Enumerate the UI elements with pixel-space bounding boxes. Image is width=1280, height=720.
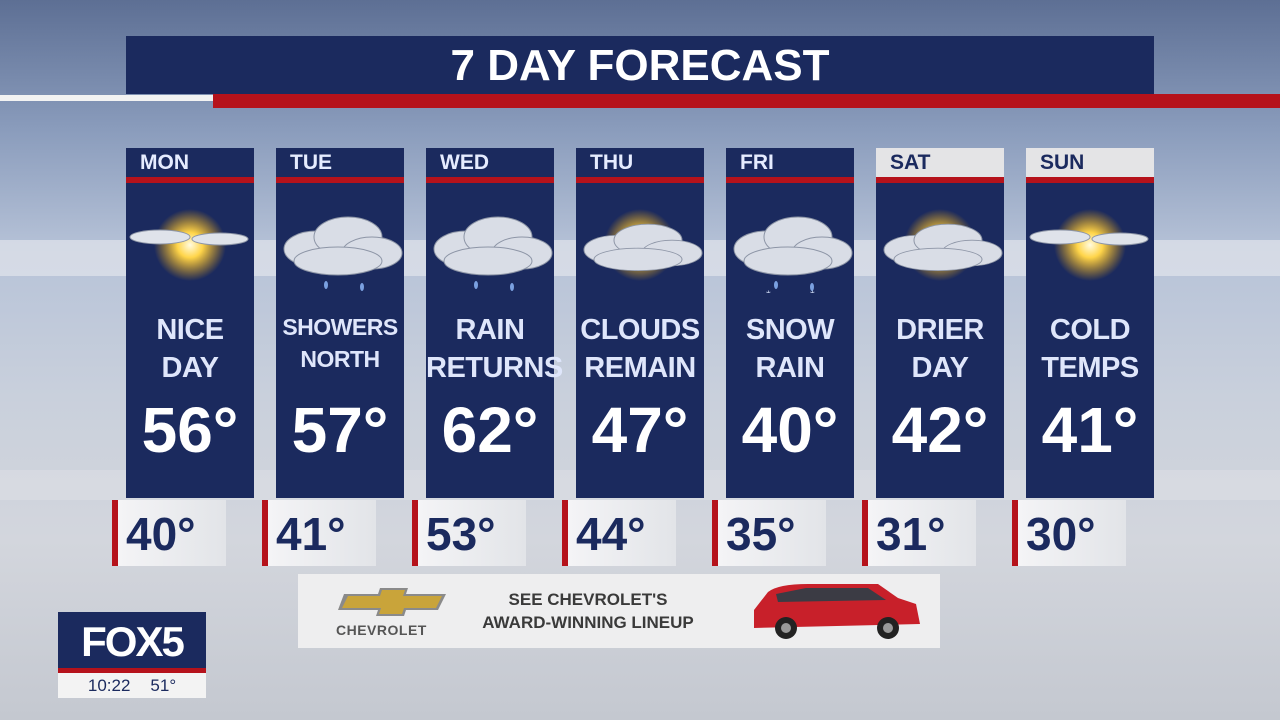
- high-temp: 56°: [141, 394, 239, 466]
- high-temp: 40°: [741, 394, 839, 466]
- title-red-bar: [213, 94, 1280, 108]
- cloud-showers-icon: [283, 216, 403, 291]
- day-column-tue: TUE SHOWERS NORTH 57°: [276, 148, 404, 498]
- low-temp: 44°: [562, 500, 676, 566]
- ad-text: SEE CHEVROLET'S AWARD-WINNING LINEUP: [482, 590, 694, 632]
- forecast-panel: NICE DAY 56°: [126, 183, 254, 498]
- high-temp: 41°: [1041, 394, 1139, 466]
- day-label: SUN: [1026, 148, 1154, 183]
- condition-text: SHOWERS NORTH: [282, 314, 398, 372]
- day-column-sat: SAT DRIER DAY 42°: [876, 148, 1004, 498]
- day-column-thu: THU CLOUDS REMAIN 47°: [576, 148, 704, 498]
- day-label: WED: [426, 148, 554, 183]
- condition-text: RAIN RETURNS: [426, 314, 563, 384]
- day-column-mon: MON NICE DAY 56°: [126, 148, 254, 498]
- day-column-wed: WED RAIN RETURNS 62°: [426, 148, 563, 498]
- low-temp: 30°: [1012, 500, 1126, 566]
- low-temp: 31°: [862, 500, 976, 566]
- svg-text:*: *: [766, 288, 771, 293]
- chevrolet-bowtie-icon: [338, 588, 446, 616]
- low-temp: 53°: [412, 500, 526, 566]
- condition-text: DRIER DAY: [896, 314, 984, 384]
- forecast-panel: CLOUDS REMAIN 47°: [576, 183, 704, 498]
- high-temp: 57°: [291, 394, 389, 466]
- sun-cloud-icon: [1029, 209, 1149, 281]
- current-temp: 51°: [150, 676, 177, 695]
- divider: [0, 95, 213, 101]
- day-label: TUE: [276, 148, 404, 183]
- forecast-panel: DRIER DAY 42°: [876, 183, 1004, 498]
- condition-text: NICE DAY: [156, 314, 224, 384]
- fox5-logo: FOX5 10:22 51°: [58, 612, 206, 698]
- condition-text: COLD TEMPS: [1041, 314, 1139, 384]
- day-label: MON: [126, 148, 254, 183]
- cloud-sun-icon: [883, 209, 1003, 281]
- sun-cloud-icon: [129, 209, 249, 281]
- ad-brand: CHEVROLET: [336, 622, 427, 638]
- chevrolet-ad[interactable]: CHEVROLET SEE CHEVROLET'S AWARD-WINNING L…: [298, 574, 940, 648]
- day-label: FRI: [726, 148, 854, 183]
- day-label: THU: [576, 148, 704, 183]
- high-temp: 47°: [591, 394, 689, 466]
- day-column-sun: SUN COLD TEMPS 41°: [1026, 148, 1154, 498]
- red-suv-image: [754, 584, 920, 639]
- condition-text: CLOUDS REMAIN: [580, 314, 700, 384]
- forecast-panel: SHOWERS NORTH 57°: [276, 183, 404, 498]
- current-time: 10:22: [87, 676, 131, 695]
- cloud-snow-rain-icon: **: [733, 216, 853, 293]
- cloud-rain-icon: [433, 216, 553, 291]
- day-label: SAT: [876, 148, 1004, 183]
- low-temp: 41°: [262, 500, 376, 566]
- low-temp: 40°: [112, 500, 226, 566]
- svg-text:*: *: [810, 288, 815, 293]
- low-temp: 35°: [712, 500, 826, 566]
- cloud-sun-icon: [583, 209, 703, 281]
- condition-text: SNOW RAIN: [745, 314, 835, 384]
- forecast-panel: COLD TEMPS 41°: [1026, 183, 1154, 498]
- forecast-panel: RAIN RETURNS 62°: [426, 183, 563, 498]
- high-temp: 42°: [891, 394, 989, 466]
- page-title: 7 DAY FORECAST: [126, 36, 1154, 94]
- high-temp: 62°: [441, 394, 539, 466]
